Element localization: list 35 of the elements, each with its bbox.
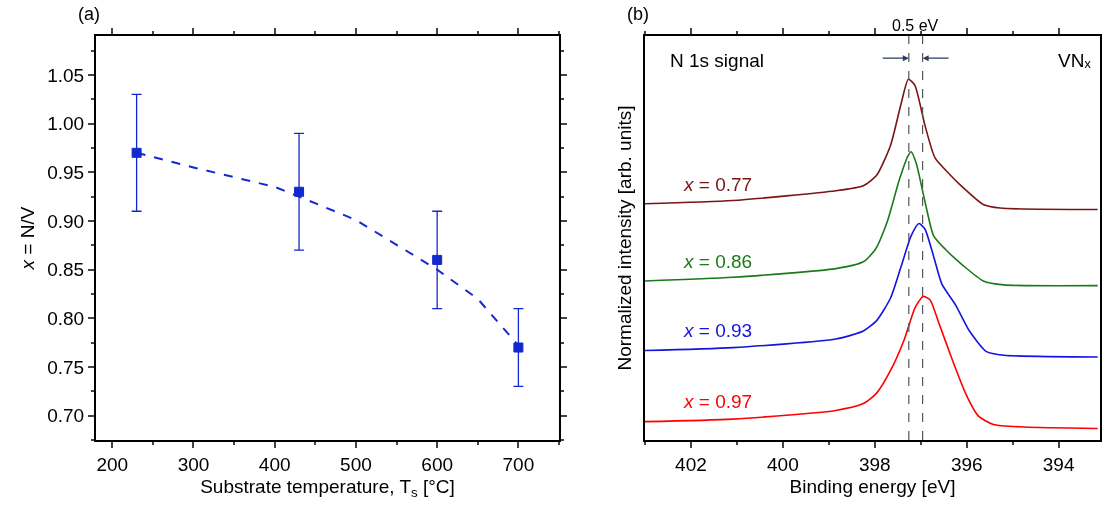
y-tick-label: 1.05: [47, 64, 85, 86]
x-tick-label: 398: [858, 453, 891, 475]
point: [432, 254, 443, 265]
y-tick-label: 1.00: [47, 113, 85, 135]
x-tick-label: 400: [767, 453, 799, 475]
y-axis-title: Normalized intensity [arb. units]: [614, 105, 636, 371]
x-tick-label: 300: [177, 453, 210, 475]
point: [513, 342, 524, 353]
series-label: x = 0.77: [683, 174, 753, 195]
x-tick-label: 394: [1042, 453, 1075, 475]
y-tick-label: 0.80: [47, 307, 85, 329]
x-tick-label: 200: [96, 453, 129, 475]
x-tick-label: 500: [340, 453, 372, 475]
x-tick-label: 400: [258, 453, 291, 475]
chart-title: (a): [78, 4, 100, 24]
y-tick-label: 0.85: [47, 259, 85, 281]
x-tick-label: 700: [502, 453, 535, 475]
series-label: x = 0.97: [683, 391, 753, 412]
x-tick-label: 402: [675, 453, 707, 475]
text: VNₓ: [1058, 50, 1092, 71]
x-axis-title: Binding energy [eV]: [789, 476, 956, 498]
chart-title: (b): [627, 4, 649, 24]
y-tick-label: 0.90: [47, 210, 85, 232]
y-tick-label: 0.70: [47, 405, 85, 427]
series-label: x = 0.86: [683, 251, 753, 272]
text: N 1s signal: [670, 50, 764, 71]
point: [131, 147, 142, 158]
text: 0.5 eV: [892, 17, 939, 34]
y-axis-title: x = N/V: [16, 206, 38, 271]
x-tick-label: 396: [950, 453, 983, 475]
x-axis-title: Substrate temperature, T$_{s}$ [°C]: [200, 476, 455, 501]
series-label: x = 0.93: [683, 320, 753, 341]
y-tick-label: 0.75: [47, 356, 85, 378]
x-tick-label: 600: [421, 453, 454, 475]
y-tick-label: 0.95: [47, 161, 85, 183]
